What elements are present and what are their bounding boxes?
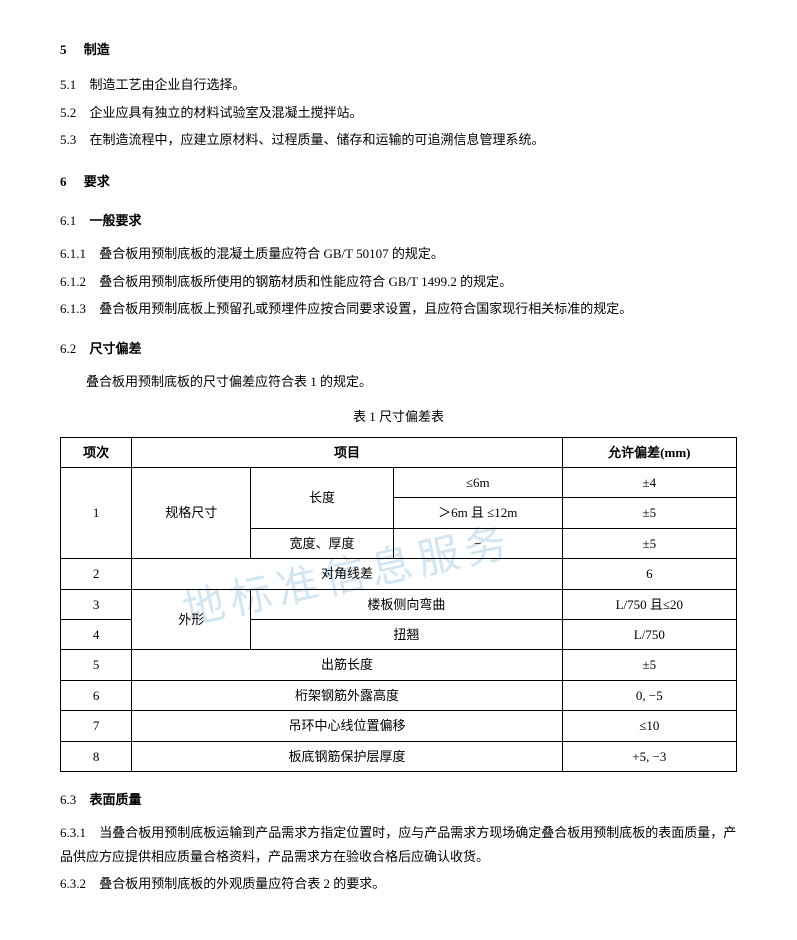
para-6-1-3-num: 6.1.3 [60, 297, 86, 320]
para-6-3-2: 6.3.2 叠合板用预制底板的外观质量应符合表 2 的要求。 [60, 872, 737, 895]
subsection-6-3: 6.3 表面质量 [60, 788, 737, 811]
para-6-1-2: 6.1.2 叠合板用预制底板所使用的钢筋材质和性能应符合 GB/T 1499.2… [60, 270, 737, 293]
para-6-1-2-text: 叠合板用预制底板所使用的钢筋材质和性能应符合 GB/T 1499.2 的规定。 [99, 274, 512, 289]
th-seq: 项次 [61, 437, 132, 467]
cell-5-tol: ±5 [562, 650, 736, 680]
cell-3-tol: L/750 且≤20 [562, 589, 736, 619]
sub-6-2-title: 尺寸偏差 [90, 341, 142, 356]
cell-1-tol2: ±5 [562, 498, 736, 528]
cell-8-n: 8 [61, 741, 132, 771]
cell-8-item: 板底钢筋保护层厚度 [132, 741, 562, 771]
table-row-6: 6 桁架钢筋外露高度 0, −5 [61, 680, 737, 710]
cell-1-item: 长度 [251, 468, 394, 529]
cell-1-item2: 宽度、厚度 [251, 528, 394, 558]
cell-1-cat: 规格尺寸 [132, 468, 251, 559]
sub-6-3-title: 表面质量 [90, 792, 142, 807]
cell-3-item: 楼板侧向弯曲 [251, 589, 562, 619]
cell-6-n: 6 [61, 680, 132, 710]
sub-6-2-intro: 叠合板用预制底板的尺寸偏差应符合表 1 的规定。 [60, 370, 737, 393]
cell-34-cat: 外形 [132, 589, 251, 650]
para-5-1: 5.1 制造工艺由企业自行选择。 [60, 73, 737, 96]
tolerance-table: 项次 项目 允许偏差(mm) 1 规格尺寸 长度 ≤6m ±4 ＞6m 且 ≤1… [60, 437, 737, 772]
cell-6-item: 桁架钢筋外露高度 [132, 680, 562, 710]
th-item: 项目 [132, 437, 562, 467]
para-6-3-2-num: 6.3.2 [60, 872, 86, 895]
cell-4-tol: L/750 [562, 620, 736, 650]
para-5-2-num: 5.2 [60, 101, 76, 124]
cell-2-n: 2 [61, 559, 132, 589]
section-6-num: 6 [60, 170, 67, 193]
th-tol: 允许偏差(mm) [562, 437, 736, 467]
cell-5-item: 出筋长度 [132, 650, 562, 680]
para-6-1-1-text: 叠合板用预制底板的混凝土质量应符合 GB/T 50107 的规定。 [99, 246, 444, 261]
table-row-2: 2 对角线差 6 [61, 559, 737, 589]
para-6-1-1: 6.1.1 叠合板用预制底板的混凝土质量应符合 GB/T 50107 的规定。 [60, 242, 737, 265]
para-6-1-3-text: 叠合板用预制底板上预留孔或预埋件应按合同要求设置，且应符合国家现行相关标准的规定… [99, 301, 632, 316]
cell-1-n: 1 [61, 468, 132, 559]
para-5-2-text: 企业应具有独立的材料试验室及混凝土搅拌站。 [90, 105, 363, 120]
para-6-3-1: 6.3.1 当叠合板用预制底板运输到产品需求方指定位置时，应与产品需求方现场确定… [60, 821, 737, 868]
table-row-1a: 1 规格尺寸 长度 ≤6m ±4 [61, 468, 737, 498]
cell-3-n: 3 [61, 589, 132, 619]
table-row-8: 8 板底钢筋保护层厚度 +5, −3 [61, 741, 737, 771]
cell-1-cond1: ≤6m [393, 468, 562, 498]
table-header-row: 项次 项目 允许偏差(mm) [61, 437, 737, 467]
cell-6-tol: 0, −5 [562, 680, 736, 710]
sub-6-3-num: 6.3 [60, 788, 76, 811]
table-row-3: 3 外形 楼板侧向弯曲 L/750 且≤20 [61, 589, 737, 619]
para-6-1-3: 6.1.3 叠合板用预制底板上预留孔或预埋件应按合同要求设置，且应符合国家现行相… [60, 297, 737, 320]
cell-1-cond2: ＞6m 且 ≤12m [393, 498, 562, 528]
section-5-title: 制造 [84, 42, 110, 57]
sub-6-1-num: 6.1 [60, 209, 76, 232]
section-5-heading: 5 制造 [60, 38, 737, 61]
cell-8-tol: +5, −3 [562, 741, 736, 771]
para-5-2: 5.2 企业应具有独立的材料试验室及混凝土搅拌站。 [60, 101, 737, 124]
sub-6-2-num: 6.2 [60, 337, 76, 360]
subsection-6-2: 6.2 尺寸偏差 [60, 337, 737, 360]
section-5-num: 5 [60, 38, 67, 61]
para-6-3-1-num: 6.3.1 [60, 821, 86, 844]
para-5-3: 5.3 在制造流程中，应建立原材料、过程质量、储存和运输的可追溯信息管理系统。 [60, 128, 737, 151]
cell-2-item: 对角线差 [132, 559, 562, 589]
cell-1-tol3: ±5 [562, 528, 736, 558]
para-6-3-1-text: 当叠合板用预制底板运输到产品需求方指定位置时，应与产品需求方现场确定叠合板用预制… [60, 825, 736, 863]
cell-1-cond3: − [393, 528, 562, 558]
para-5-3-num: 5.3 [60, 128, 76, 151]
para-6-1-1-num: 6.1.1 [60, 242, 86, 265]
para-5-3-text: 在制造流程中，应建立原材料、过程质量、储存和运输的可追溯信息管理系统。 [90, 132, 545, 147]
section-6-heading: 6 要求 [60, 170, 737, 193]
sub-6-1-title: 一般要求 [90, 213, 142, 228]
para-5-1-text: 制造工艺由企业自行选择。 [90, 77, 246, 92]
section-6-title: 要求 [84, 174, 110, 189]
cell-1-tol1: ±4 [562, 468, 736, 498]
document-body: 5 制造 5.1 制造工艺由企业自行选择。 5.2 企业应具有独立的材料试验室及… [60, 38, 737, 896]
cell-4-n: 4 [61, 620, 132, 650]
para-5-1-num: 5.1 [60, 73, 76, 96]
table-row-5: 5 出筋长度 ±5 [61, 650, 737, 680]
para-6-3-2-text: 叠合板用预制底板的外观质量应符合表 2 的要求。 [99, 876, 385, 891]
para-6-1-2-num: 6.1.2 [60, 270, 86, 293]
table-1-title: 表 1 尺寸偏差表 [60, 405, 737, 428]
cell-2-tol: 6 [562, 559, 736, 589]
subsection-6-1: 6.1 一般要求 [60, 209, 737, 232]
cell-5-n: 5 [61, 650, 132, 680]
cell-4-item: 扭翘 [251, 620, 562, 650]
